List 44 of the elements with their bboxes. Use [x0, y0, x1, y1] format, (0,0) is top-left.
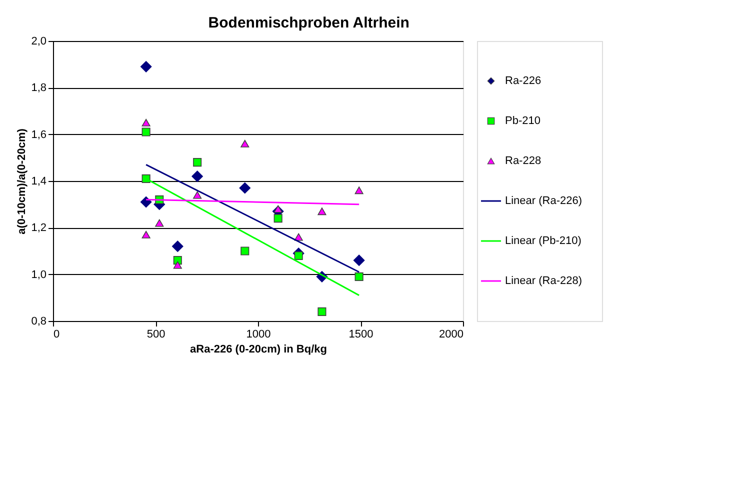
- x-tick-label: 1500: [348, 328, 374, 340]
- point: [353, 254, 365, 266]
- y-axis-title: a(0-10cm)/a(0-20cm): [16, 128, 28, 234]
- point: [192, 170, 203, 182]
- x-axis-title: aRa-226 (0-20cm) in Bq/kg: [190, 344, 327, 356]
- chart-title: Bodenmischproben Altrhein: [208, 14, 410, 32]
- y-tick-label: 1,8: [31, 82, 46, 94]
- legend-label: Linear (Pb-210): [505, 235, 582, 247]
- y-tick-label: 1,6: [31, 128, 46, 141]
- y-tick-label: 1,2: [31, 222, 46, 234]
- point: [318, 307, 326, 316]
- point: [193, 158, 202, 167]
- y-tick-label: 1,4: [31, 176, 46, 188]
- x-tick-label: 1000: [246, 328, 271, 340]
- point: [140, 196, 152, 208]
- point: [142, 118, 150, 126]
- point: [155, 219, 164, 227]
- point: [142, 128, 150, 136]
- x-tick-label: 0: [54, 328, 60, 340]
- y-tick-label: 0,8: [31, 316, 46, 328]
- point: [274, 214, 282, 223]
- y-tick-label: 2,0: [31, 36, 46, 48]
- legend-label: Linear (Ra-226): [505, 195, 582, 207]
- legend-label: Ra-228: [505, 155, 542, 167]
- x-tick-label: 2000: [439, 328, 464, 340]
- point: [173, 261, 182, 269]
- point: [193, 191, 202, 199]
- point: [354, 272, 364, 281]
- point: [239, 182, 251, 194]
- point: [240, 140, 250, 148]
- legend-label: Ra-226: [505, 75, 542, 87]
- point: [294, 251, 303, 260]
- point: [172, 240, 184, 252]
- point: [354, 186, 364, 194]
- point: [140, 61, 152, 72]
- point: [294, 233, 303, 241]
- point: [318, 208, 326, 216]
- y-tick-label: 1,0: [31, 268, 46, 281]
- point: [240, 246, 250, 256]
- legend-label: Linear (Ra-228): [505, 275, 582, 287]
- legend-label: Pb-210: [505, 115, 540, 127]
- x-tick-label: 500: [146, 328, 166, 340]
- point: [274, 205, 282, 213]
- point: [142, 230, 150, 238]
